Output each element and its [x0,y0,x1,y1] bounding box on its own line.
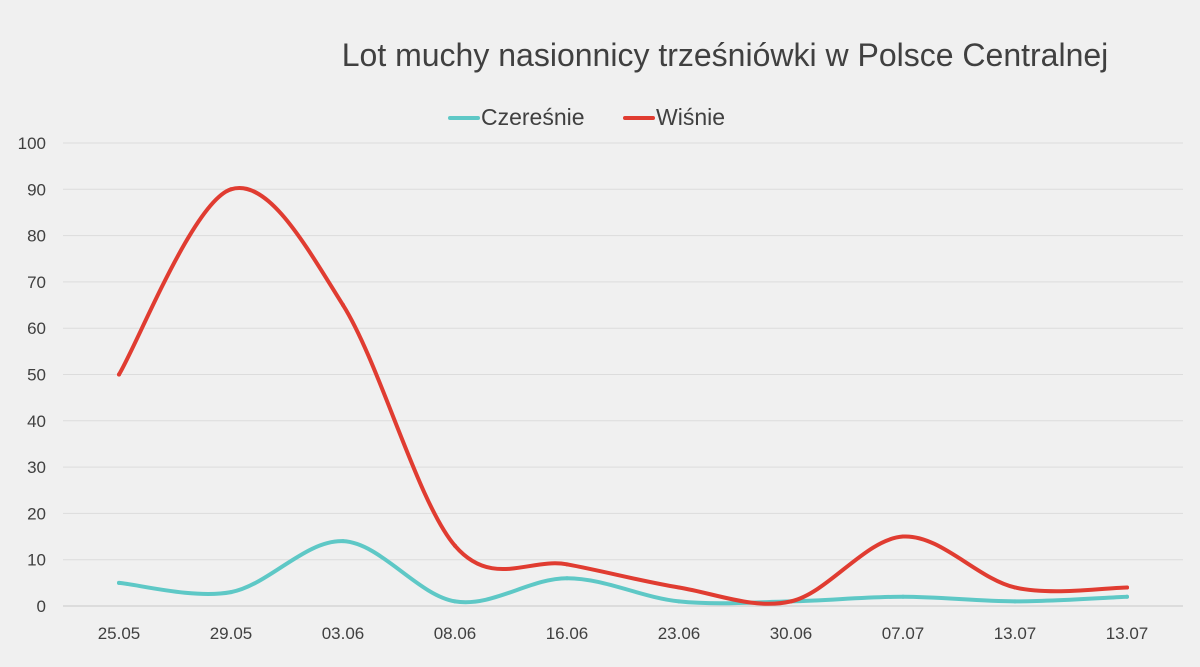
data-point-czeresnie-2 [341,539,345,544]
y-tick-label-40: 40 [27,412,46,431]
data-point-czeresnie-1 [229,590,233,595]
x-tick-label-6: 30.06 [770,624,813,643]
x-tick-label-0: 25.05 [98,624,141,643]
data-point-wisnie-1 [229,187,233,192]
chart-title: Lot muchy nasionnicy trześniówki w Polsc… [342,37,1109,73]
data-point-wisnie-8 [1013,585,1017,590]
gridlines [63,142,1183,607]
data-point-wisnie-7 [901,534,905,539]
y-tick-label-90: 90 [27,180,46,199]
x-axis: 25.05 29.05 03.06 08.06 16.06 23.06 30.06 07.07… [98,624,1149,643]
data-point-wisnie-0 [117,372,121,377]
y-tick-label-80: 80 [27,227,46,246]
data-point-wisnie-5 [677,585,681,590]
data-point-wisnie-3 [453,543,457,548]
y-tick-label-0: 0 [37,597,46,616]
x-tick-label-2: 03.06 [322,624,365,643]
x-tick-label-7: 07.07 [882,624,925,643]
data-point-czeresnie-3 [453,599,457,604]
x-tick-label-9: 13.07 [1106,624,1149,643]
data-point-czeresnie-0 [117,580,121,585]
series-line-wisnie [117,186,1129,606]
series-layer [117,186,1129,606]
legend-label-czeresnie: Czereśnie [481,104,585,130]
legend: Czereśnie Wiśnie [448,104,725,130]
data-point-czeresnie-4 [565,576,569,581]
data-point-wisnie-6 [789,599,793,604]
data-point-wisnie-9 [1125,585,1129,590]
y-tick-label-100: 100 [18,134,46,153]
data-point-czeresnie-9 [1125,594,1129,599]
series-line-czeresnie [117,539,1129,606]
data-point-wisnie-4 [565,562,569,567]
y-axis: 0 10 20 30 40 50 60 70 80 90 100 [18,134,46,616]
x-tick-label-8: 13.07 [994,624,1037,643]
y-tick-label-70: 70 [27,273,46,292]
y-tick-label-50: 50 [27,366,46,385]
legend-label-wisnie: Wiśnie [656,104,725,130]
x-tick-label-3: 08.06 [434,624,477,643]
x-tick-label-1: 29.05 [210,624,253,643]
data-point-czeresnie-5 [677,599,681,604]
y-tick-label-20: 20 [27,504,46,523]
y-tick-label-30: 30 [27,458,46,477]
data-point-wisnie-2 [341,303,345,308]
data-point-czeresnie-8 [1013,599,1017,604]
x-tick-label-4: 16.06 [546,624,589,643]
y-tick-label-10: 10 [27,551,46,570]
data-point-czeresnie-7 [901,594,905,599]
x-tick-label-5: 23.06 [658,624,701,643]
y-tick-label-60: 60 [27,319,46,338]
